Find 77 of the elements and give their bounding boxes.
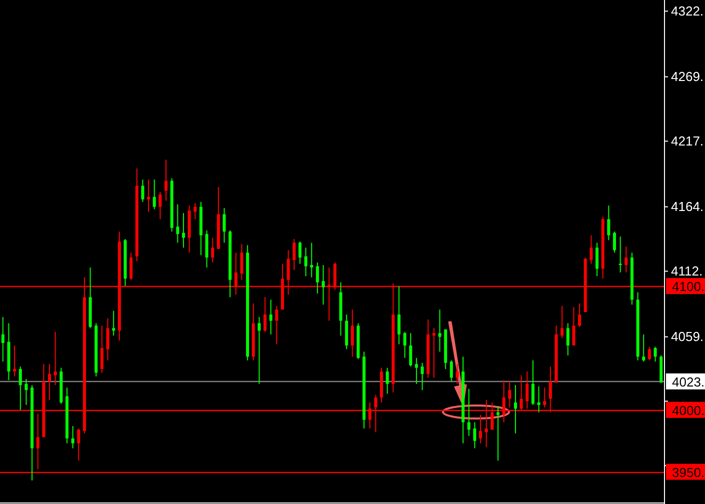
y-tick-label: 4164.: [671, 198, 704, 214]
candlestick: [350, 309, 354, 358]
candlestick: [508, 380, 512, 408]
candlestick: [211, 237, 214, 264]
candlestick: [397, 286, 400, 345]
candlestick: [71, 425, 74, 449]
candlestick: [543, 387, 546, 408]
candlestick: [590, 234, 593, 264]
candlestick: [304, 247, 308, 277]
candlestick: [222, 208, 226, 244]
candlestick: [473, 422, 476, 449]
candlestick: [194, 202, 197, 220]
candlestick: [403, 331, 406, 358]
candlestick: [560, 305, 564, 339]
candlestick: [607, 205, 610, 241]
candlestick: [18, 366, 22, 410]
candlestick: [176, 204, 180, 244]
y-tick-label: 4269.: [671, 68, 704, 84]
y-tick-label: 4112.: [671, 263, 703, 278]
candlestick: [624, 246, 628, 273]
candlestick: [130, 252, 133, 280]
candlestick: [77, 428, 80, 462]
ref-line-label: 4023.: [672, 374, 705, 390]
candlestick: [258, 316, 261, 384]
candlestick: [36, 413, 40, 470]
candlestick: [467, 388, 470, 436]
candlestick: [409, 332, 412, 368]
candlestick: [100, 325, 104, 374]
candlestick: [298, 240, 302, 264]
candlestick: [537, 386, 540, 413]
candlestick: [141, 179, 144, 202]
candlestick: [275, 305, 278, 345]
y-tick-label: 4217.: [671, 133, 704, 148]
candlestick: [292, 238, 296, 270]
ref-line-label: 4100.: [672, 279, 705, 294]
candlestick: [264, 296, 267, 332]
candlestick: [48, 364, 52, 400]
candlestick: [612, 231, 616, 254]
candlestick: [578, 302, 582, 328]
candlestick: [648, 346, 651, 361]
ref-line-label: 3950.: [672, 464, 705, 480]
candlestick: [1, 316, 4, 362]
candlestick: [54, 331, 57, 386]
candlestick: [205, 230, 208, 268]
candlestick: [496, 406, 500, 462]
candlestick: [269, 299, 272, 335]
y-tick-label: 4322.: [671, 3, 704, 18]
candlestick: [420, 362, 424, 391]
candlestick: [432, 328, 436, 378]
candlestick: [182, 212, 185, 248]
candlestick: [316, 262, 319, 294]
candlestick: [152, 179, 156, 210]
candlestick: [106, 318, 110, 361]
candlestick: [13, 344, 16, 377]
candlestick: [596, 242, 599, 277]
candlestick: [456, 364, 459, 384]
candlestick: [514, 384, 517, 434]
candlestick: [414, 357, 418, 384]
candlestick: [450, 360, 453, 382]
y-tick-label: 4059.: [671, 328, 704, 344]
candlestick: [654, 346, 657, 362]
candlestick: [566, 322, 570, 356]
candlestick: [164, 159, 168, 202]
candlestick: [642, 334, 646, 362]
candlestick: [479, 414, 482, 444]
candlestick: [322, 264, 325, 306]
candlestick: [386, 367, 389, 394]
candlestick: [147, 179, 150, 212]
candlestick: [24, 378, 28, 406]
candlestick: [310, 242, 314, 278]
candlestick: [531, 360, 534, 406]
candlestick: [240, 243, 244, 280]
candlestick: [158, 191, 162, 220]
candlestick: [112, 310, 116, 336]
candlestick: [438, 309, 442, 352]
ref-line-label: 4000.: [672, 402, 705, 418]
candlestick: [572, 306, 576, 346]
